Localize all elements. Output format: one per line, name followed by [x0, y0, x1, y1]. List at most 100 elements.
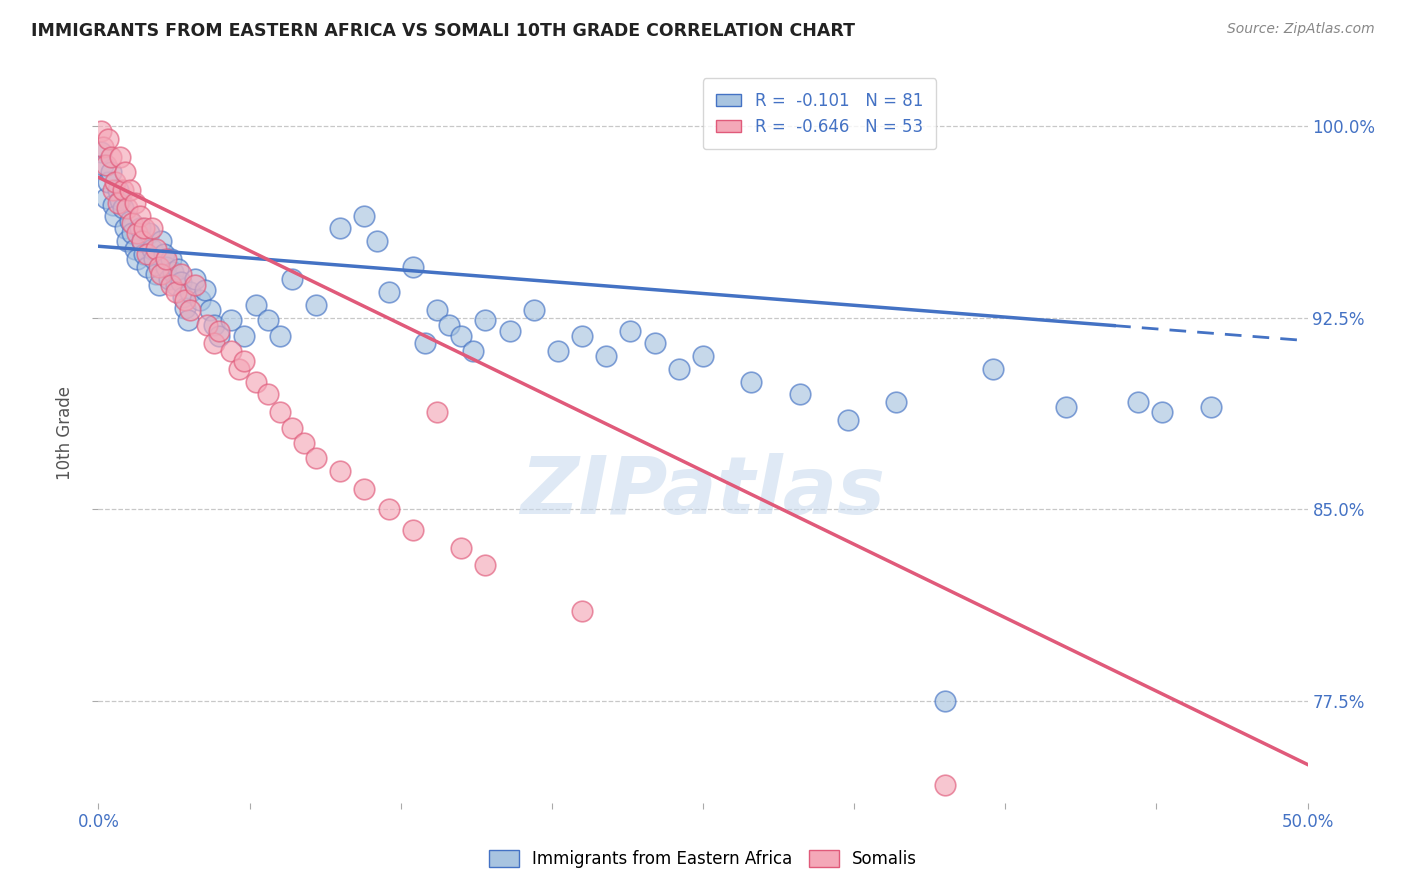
Point — [131, 234, 153, 248]
Point — [124, 242, 146, 256]
Point — [221, 343, 243, 358]
Point — [131, 234, 153, 248]
Point — [167, 262, 190, 277]
Point — [143, 252, 166, 266]
Point — [107, 183, 129, 197]
Point — [204, 318, 226, 333]
Point — [463, 343, 485, 358]
Point — [740, 375, 762, 389]
Point — [184, 277, 207, 292]
Text: Source: ZipAtlas.com: Source: ZipAtlas.com — [1227, 22, 1375, 37]
Point — [474, 558, 496, 573]
Point — [90, 124, 112, 138]
Point — [104, 176, 127, 190]
Point — [228, 361, 250, 376]
Point — [127, 252, 149, 266]
Point — [1007, 814, 1029, 828]
Point — [195, 318, 218, 333]
Point — [789, 387, 811, 401]
Point — [100, 165, 122, 179]
Point — [474, 313, 496, 327]
Point — [162, 265, 184, 279]
Point — [269, 328, 291, 343]
Point — [366, 234, 388, 248]
Y-axis label: 10th Grade: 10th Grade — [56, 385, 75, 480]
Point — [245, 298, 267, 312]
Legend: R =  -0.101   N = 81, R =  -0.646   N = 53: R = -0.101 N = 81, R = -0.646 N = 53 — [703, 78, 936, 149]
Point — [157, 272, 180, 286]
Point — [117, 234, 139, 248]
Point — [141, 242, 163, 256]
Point — [305, 451, 328, 466]
Point — [155, 260, 177, 274]
Point — [135, 247, 157, 261]
Point — [426, 405, 449, 419]
Point — [353, 209, 375, 223]
Point — [91, 139, 114, 153]
Point — [111, 183, 134, 197]
Point — [184, 272, 207, 286]
Point — [174, 301, 197, 315]
Point — [148, 260, 170, 274]
Point — [450, 541, 472, 555]
Point — [121, 216, 143, 230]
Point — [179, 285, 201, 300]
Point — [194, 283, 217, 297]
Point — [204, 336, 226, 351]
Point — [134, 247, 156, 261]
Point — [981, 361, 1004, 376]
Point — [437, 318, 460, 333]
Point — [100, 150, 122, 164]
Point — [165, 285, 187, 300]
Point — [595, 349, 617, 363]
Point — [150, 268, 173, 282]
Point — [111, 201, 134, 215]
Point — [155, 252, 177, 266]
Point — [837, 413, 859, 427]
Point — [114, 221, 136, 235]
Point — [169, 268, 191, 282]
Point — [426, 303, 449, 318]
Point — [150, 234, 173, 248]
Point — [118, 183, 141, 197]
Point — [104, 209, 127, 223]
Point — [281, 420, 304, 434]
Point — [160, 277, 183, 292]
Point — [179, 303, 201, 318]
Point — [145, 268, 167, 282]
Point — [353, 482, 375, 496]
Point — [135, 260, 157, 274]
Point — [97, 176, 120, 190]
Point — [208, 324, 231, 338]
Legend: Immigrants from Eastern Africa, Somalis: Immigrants from Eastern Africa, Somalis — [482, 843, 924, 875]
Point — [160, 252, 183, 266]
Text: ZIPatlas: ZIPatlas — [520, 453, 886, 531]
Point — [138, 227, 160, 241]
Point — [94, 157, 117, 171]
Point — [402, 260, 425, 274]
Point — [169, 275, 191, 289]
Point — [692, 349, 714, 363]
Point — [127, 227, 149, 241]
Point — [1199, 400, 1222, 414]
Point — [498, 324, 520, 338]
Point — [121, 227, 143, 241]
Point — [128, 209, 150, 223]
Point — [94, 191, 117, 205]
Point — [547, 343, 569, 358]
Point — [108, 150, 131, 164]
Point — [329, 464, 352, 478]
Point — [117, 201, 139, 215]
Point — [114, 165, 136, 179]
Point — [571, 328, 593, 343]
Point — [208, 328, 231, 343]
Point — [101, 183, 124, 197]
Point — [1128, 395, 1150, 409]
Point — [934, 778, 956, 792]
Point — [148, 277, 170, 292]
Point — [292, 435, 315, 450]
Point — [523, 303, 546, 318]
Point — [1152, 405, 1174, 419]
Point — [256, 387, 278, 401]
Point — [281, 272, 304, 286]
